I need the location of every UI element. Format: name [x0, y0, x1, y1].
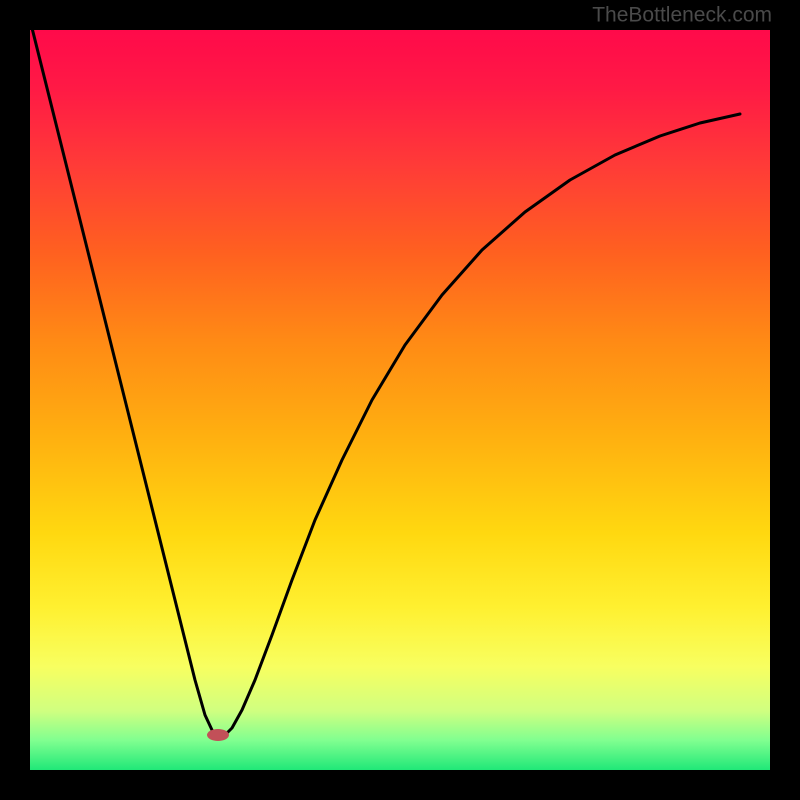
- watermark-text: TheBottleneck.com: [592, 3, 772, 26]
- gradient-background: [30, 30, 770, 770]
- chart-container: TheBottleneck.com: [0, 0, 800, 800]
- optimal-marker: [207, 729, 229, 741]
- chart-svg: TheBottleneck.com: [0, 0, 800, 800]
